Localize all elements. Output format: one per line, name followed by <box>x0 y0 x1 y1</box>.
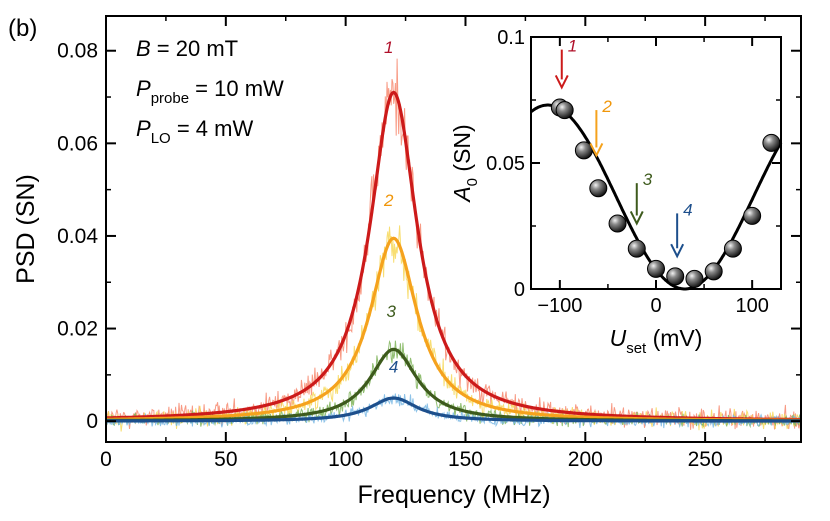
x-tick-label: 100 <box>328 448 363 471</box>
inset-arrow-label-3: 3 <box>643 170 653 189</box>
annotation-lo-power: PLO = 4 mW <box>136 116 253 147</box>
annotation-probe-power: Pprobe = 10 mW <box>136 76 284 107</box>
inset-data-points <box>550 98 781 288</box>
x-tick-label: 50 <box>214 448 237 471</box>
y-tick-label: 0.06 <box>57 132 98 155</box>
inset-x-tick-label: 0 <box>650 295 661 317</box>
inset-arrow-label-4: 4 <box>683 200 692 219</box>
inset-arrowhead-4 <box>670 243 685 259</box>
series-label-4: 4 <box>389 358 398 377</box>
annotation-field: B = 20 mT <box>136 36 238 61</box>
y-axis-label: PSD (SN) <box>12 174 40 284</box>
inset-data-point <box>762 133 781 152</box>
x-tick-label: 0 <box>100 448 112 471</box>
parameter-annotations: B = 20 mT Pprobe = 10 mW PLO = 4 mW <box>136 36 284 147</box>
y-tick-label: 0.02 <box>57 318 98 341</box>
inset-y-tick-label: 0.1 <box>497 27 525 49</box>
inset-data-point <box>685 269 704 288</box>
inset-data-point <box>627 239 646 258</box>
inset-data-point <box>574 141 593 160</box>
series-label-1: 1 <box>384 38 393 57</box>
inset-x-tick-label: 100 <box>735 295 768 317</box>
inset-arrow-label-2: 2 <box>601 97 612 116</box>
inset-axis-ticks: −100 0 100 0 0.05 0.1 <box>486 27 781 317</box>
inset-arrowhead-3 <box>629 211 644 226</box>
inset-y-tick-label: 0 <box>514 279 525 301</box>
x-tick-label: 150 <box>448 448 483 471</box>
y-tick-label: 0 <box>86 410 98 433</box>
panel-label: (b) <box>8 15 37 42</box>
x-tick-label: 250 <box>688 448 723 471</box>
inset-data-point <box>608 214 627 233</box>
inset-background <box>531 37 781 289</box>
y-tick-label: 0.08 <box>57 40 98 63</box>
inset-data-point <box>589 179 608 198</box>
inset-arrow-markers: 1 2 3 4 <box>554 37 693 259</box>
inset-data-point <box>743 206 762 225</box>
inset-arrowhead-2 <box>589 142 604 158</box>
inset-data-point <box>704 262 723 281</box>
fit-curve-4 <box>106 396 801 423</box>
y-tick-label: 0.04 <box>57 225 98 248</box>
inset-data-point <box>555 101 574 120</box>
inset-arrow-label-1: 1 <box>568 37 577 56</box>
main-frame <box>105 15 802 443</box>
inset-y-label: A0 (SN) <box>449 124 481 203</box>
series-label-3: 3 <box>386 302 396 321</box>
inset-x-tick-label: −100 <box>537 295 582 317</box>
series-labels: 1 2 3 4 <box>383 38 398 377</box>
series-label-2: 2 <box>383 191 394 210</box>
inset-data-point <box>723 239 742 258</box>
inset-plot: 1 2 3 4 −100 0 100 0 0.05 0.1 Uset (mV) A0 (SN) <box>449 27 783 357</box>
inset-data-point <box>666 267 685 286</box>
inset-arrowhead-1 <box>554 74 569 90</box>
inset-y-tick-label: 0.05 <box>486 153 525 175</box>
fit-curves <box>106 90 801 423</box>
x-axis-label: Frequency (MHz) <box>357 481 550 509</box>
inset-x-label: Uset (mV) <box>610 325 703 357</box>
inset-data-point <box>647 259 665 278</box>
x-tick-label: 200 <box>568 448 603 471</box>
